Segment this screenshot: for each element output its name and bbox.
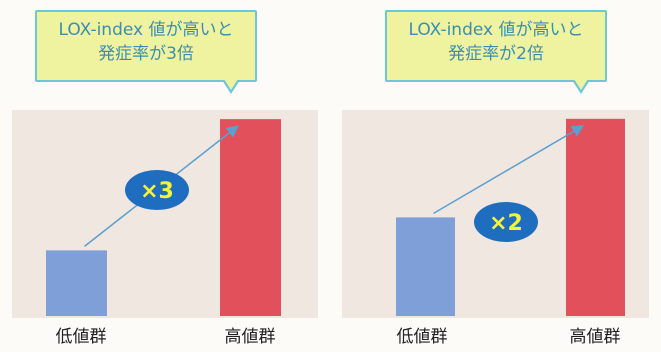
bar-low — [396, 217, 455, 316]
callout-line-1: LOX-index 値が高いと — [58, 20, 234, 40]
bar-chart: ×2 — [396, 118, 625, 317]
bar-low — [46, 250, 107, 316]
callout-tail-fill — [224, 79, 238, 90]
bar-high — [220, 119, 281, 316]
bar-chart: ×3 — [46, 119, 281, 316]
category-label-low: 低値群 — [55, 327, 107, 347]
increase-arrow — [433, 125, 585, 215]
multiplier-badge — [474, 202, 538, 242]
callout-box: LOX-index 値が高いと 発症率が2倍 — [385, 10, 607, 82]
callout-line-1: LOX-index 値が高いと — [408, 20, 584, 40]
category-label-high: 高値群 — [224, 327, 276, 347]
multiplier-badge — [125, 170, 189, 210]
category-label-high: 高値群 — [569, 327, 621, 347]
callout-box: LOX-index 値が高いと 発症率が3倍 — [35, 10, 257, 82]
bar-high — [566, 118, 625, 317]
category-label-low: 低値群 — [396, 327, 448, 347]
callout-line-2: 発症率が3倍 — [98, 44, 194, 64]
chart-panel-right: LOX-index 値が高いと 発症率が2倍 ×2 低値群 高値群 — [330, 0, 661, 352]
callout-line-2: 発症率が2倍 — [448, 44, 544, 64]
callout-tail-fill — [574, 79, 588, 90]
chart-panel-left: LOX-index 値が高いと 発症率が3倍 ×3 低値群 高値群 — [0, 0, 330, 352]
multiplier-label: ×2 — [489, 211, 523, 236]
multiplier-label: ×3 — [140, 179, 174, 204]
